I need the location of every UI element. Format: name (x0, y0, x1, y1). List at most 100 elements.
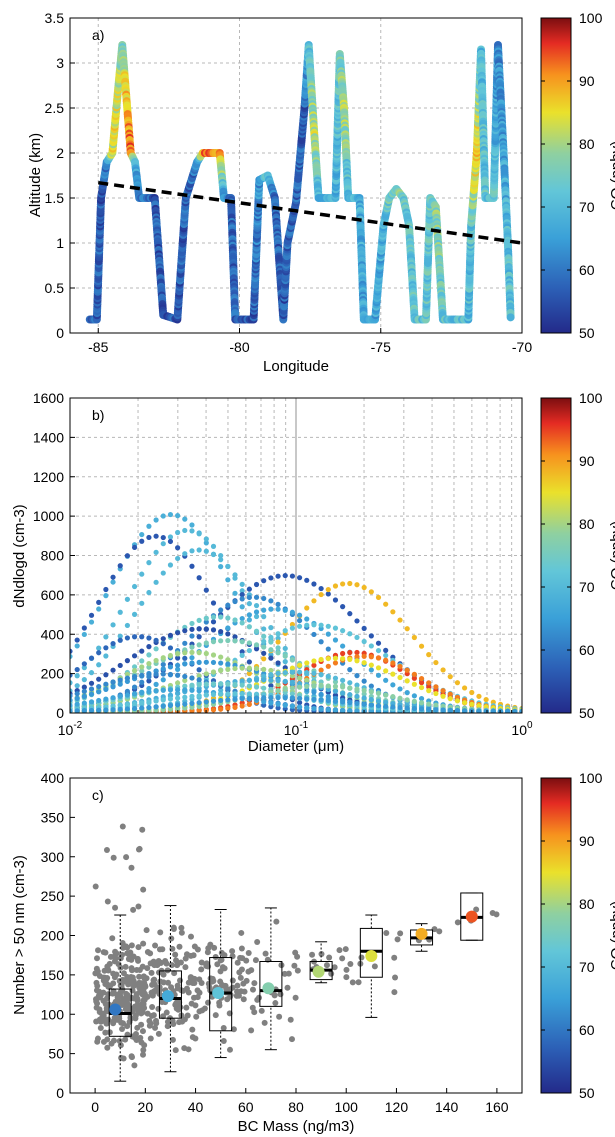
panel-c-raw-point (187, 933, 194, 940)
panel-b-size-bin-point (196, 708, 202, 713)
panel-b-size-bin-point (218, 638, 224, 644)
panel-b-size-bin-point (88, 707, 95, 713)
panel-b-size-bin-point (418, 700, 425, 706)
panel-b-size-bin-point (96, 707, 102, 713)
panel-c-raw-point (96, 994, 103, 1001)
panel-c-raw-point (133, 991, 140, 998)
panel-b-size-bin-point (74, 673, 80, 679)
panel-c-raw-point (128, 1054, 135, 1061)
panel-c-raw-point (101, 1018, 108, 1025)
panel-b-size-bin-point (232, 638, 238, 644)
panel-b-size-bin-point (88, 670, 95, 676)
panel-c-raw-point (285, 970, 292, 977)
panel-c-raw-point (255, 994, 262, 1001)
panel-b-size-bin-point (117, 693, 123, 699)
panel-c-raw-point (119, 1026, 126, 1033)
panel-c-raw-point (248, 1027, 255, 1034)
panel-b-size-bin-point (268, 655, 274, 661)
panel-c-raw-point (238, 988, 245, 995)
panel-b-size-bin-point (239, 620, 245, 626)
panel-a-ytick-label: 3.5 (45, 10, 65, 26)
panel-c-raw-point (122, 963, 129, 970)
panel-b-size-bin-point (340, 677, 346, 683)
panel-c-raw-point (229, 948, 236, 955)
panel-b-size-bin-point (368, 708, 374, 713)
panel-b-size-bin-point (88, 619, 95, 625)
panel-b-size-bin-point (289, 691, 296, 697)
panel-b-size-bin-point (70, 648, 73, 654)
panel-a-colorbar-tick-label: 80 (579, 136, 595, 152)
panel-b-size-bin-point (196, 673, 202, 679)
panel-c-raw-point (254, 938, 261, 945)
panel-b-size-bin-point (418, 684, 425, 691)
panel-b-size-bin-point (175, 690, 181, 696)
panel-b-size-bin-point (246, 594, 252, 601)
panel-b-size-bin-point (203, 626, 209, 632)
panel-b-size-bin-point (397, 617, 403, 623)
panel-b-size-bin-point (246, 691, 252, 697)
panel-c-box (158, 970, 182, 1019)
panel-a-plot-area (85, 41, 522, 324)
panel-b-size-bin-point (440, 707, 446, 713)
panel-b-size-bin-point (160, 671, 166, 677)
panel-b-size-bin-point (361, 695, 367, 701)
panel-c-raw-point (155, 1030, 162, 1037)
panel-b-label: b) (92, 407, 104, 423)
panel-c-raw-point (203, 961, 210, 968)
panel-b-size-bin-point (131, 634, 138, 640)
panel-c-colorbar-gradient (540, 777, 572, 1094)
panel-c-raw-point (105, 1001, 112, 1008)
panel-b-size-bin-point (146, 699, 152, 705)
panel-c-raw-point (122, 1036, 129, 1043)
panel-c-raw-point (326, 954, 333, 961)
panel-b-size-bin-point (354, 693, 360, 699)
panel-c-raw-point (133, 967, 140, 974)
panel-b-size-bin-point (404, 705, 410, 711)
panel-b-size-bin-point (246, 624, 252, 630)
panel-b-size-bin-point (196, 642, 202, 648)
panel-b-size-bin-point (332, 655, 339, 661)
panel-b-size-bin-point (196, 617, 202, 623)
panel-b-size-bin-point (175, 513, 181, 519)
panel-b-size-bin-point (210, 698, 217, 704)
panel-c-raw-point (212, 1012, 219, 1019)
panel-c-raw-point (436, 928, 443, 935)
panel-b-size-bin-point (218, 607, 224, 613)
panel-c-raw-point (153, 1020, 160, 1027)
panel-b-size-bin-point (70, 697, 73, 703)
panel-c-raw-point (355, 979, 362, 986)
panel-b-plot-area (70, 511, 522, 713)
panel-b-size-bin-point (189, 704, 195, 710)
panel-b-size-bin-point (261, 633, 267, 640)
panel-b-colorbar-label: CO (ppbv) (608, 521, 615, 590)
panel-b-size-bin-point (253, 677, 260, 683)
panel-c-raw-point (124, 950, 131, 957)
panel-b-size-bin-point (153, 533, 159, 539)
panel-b-size-bin-point (361, 653, 367, 659)
panel-b-size-bin-point (175, 706, 181, 712)
panel-b-xtick-label: 10-2 (58, 720, 83, 738)
panel-c-raw-point (160, 979, 167, 986)
panel-b-size-bin-point (411, 681, 417, 687)
panel-b-size-bin-point (361, 638, 367, 645)
panel-b-size-bin-point (103, 593, 109, 599)
panel-b-size-bin-point (189, 528, 195, 534)
panel-b-size-bin-point (74, 683, 80, 689)
panel-c-raw-point (94, 1035, 101, 1042)
panel-b-size-bin-point (189, 548, 195, 554)
panel-c-raw-point (261, 1019, 268, 1026)
panel-c-raw-point (130, 906, 137, 913)
panel-c-raw-point (143, 927, 150, 934)
panel-c-raw-point (124, 1001, 131, 1008)
panel-b-size-bin-point (404, 690, 410, 696)
panel-c-raw-point (272, 1000, 279, 1007)
panel-c-raw-point (343, 974, 350, 981)
panel-c-raw-point (125, 981, 132, 988)
panel-c-raw-point (182, 964, 189, 971)
panel-b-size-bin-point (232, 681, 238, 688)
panel-b-size-bin-point (440, 693, 446, 699)
panel-b-size-bin-point (167, 645, 174, 651)
panel-b-size-bin-point (253, 594, 260, 600)
panel-b-size-bin-point (426, 684, 432, 690)
panel-c-raw-point (132, 1003, 139, 1010)
